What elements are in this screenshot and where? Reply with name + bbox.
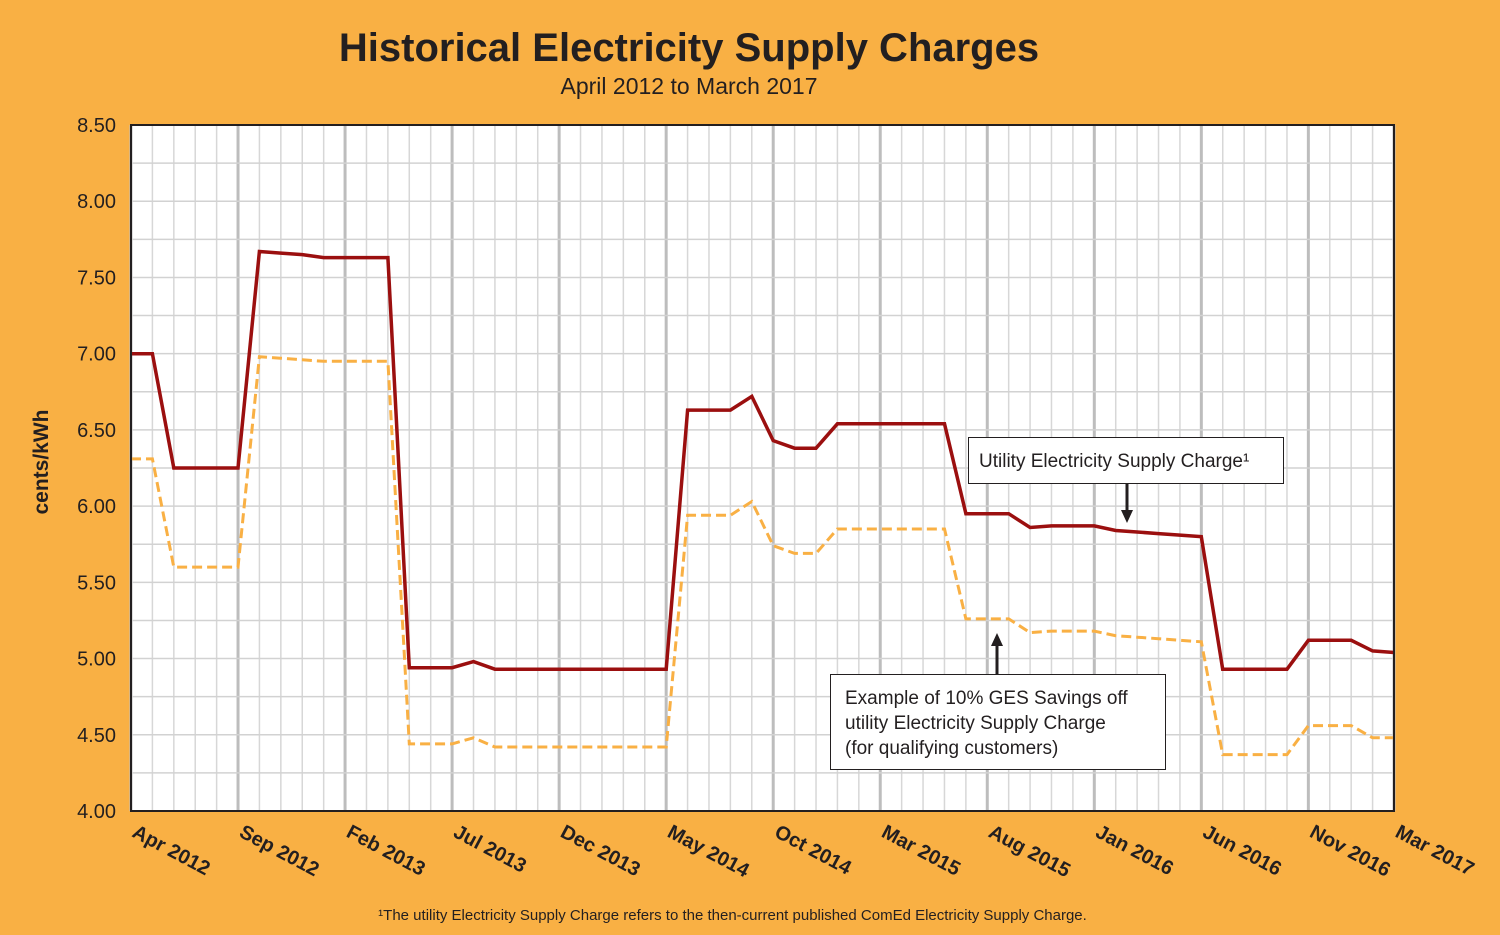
ges-callout-box: Example of 10% GES Savings off utility E… (830, 674, 1166, 770)
ges-series-line (131, 355, 1394, 757)
y-tick-label: 5.50 (77, 572, 116, 594)
utility-callout-box: Utility Electricity Supply Charge¹ (968, 437, 1284, 484)
y-tick-labels: 4.00 4.50 5.00 5.50 6.00 6.50 7.00 7.50 8.00 8.50 (77, 115, 116, 823)
utility-arrow-head (1121, 510, 1133, 523)
plot-border (130, 124, 1395, 812)
x-tick-label: Mar 2015 (878, 821, 964, 881)
x-tick-label: Dec 2013 (557, 821, 644, 881)
ges-callout-line2: utility Electricity Supply Charge (845, 713, 1106, 734)
x-tick-label: Sep 2012 (236, 821, 323, 881)
x-tick-label: Nov 2016 (1306, 821, 1394, 882)
series-lines (131, 249, 1395, 757)
x-tick-label: Oct 2014 (771, 821, 856, 880)
x-tick-labels: Apr 2012 Sep 2012 Feb 2013 Jul 2013 Dec 2013… (129, 821, 1478, 883)
chart-title: Historical Electricity Supply Charges (338, 26, 1040, 70)
x-tick-label: Aug 2015 (985, 821, 1074, 882)
chart-subtitle: April 2012 to March 2017 (560, 73, 818, 99)
x-tick-label: May 2014 (664, 821, 754, 883)
ges-callout-line3: (for qualifying customers) (845, 738, 1059, 759)
y-tick-label: 8.00 (77, 191, 116, 213)
x-tick-label: Jul 2013 (450, 821, 530, 877)
y-tick-label: 5.00 (77, 649, 116, 671)
utility-callout-text: Utility Electricity Supply Charge¹ (979, 451, 1250, 472)
y-tick-label: 7.00 (77, 344, 116, 366)
x-tick-label: Feb 2013 (343, 821, 429, 881)
callout-arrows (991, 484, 1133, 674)
ges-arrow-head (991, 633, 1003, 646)
y-tick-label: 4.50 (77, 725, 116, 747)
ges-callout-line1: Example of 10% GES Savings off (845, 688, 1128, 709)
x-tick-label: Jun 2016 (1199, 821, 1285, 881)
footnote: ¹The utility Electricity Supply Charge r… (378, 907, 1087, 924)
y-tick-label: 8.50 (77, 115, 116, 137)
x-tick-label: Apr 2012 (129, 821, 214, 880)
x-tick-label: Jan 2016 (1092, 821, 1177, 880)
y-tick-label: 4.00 (77, 801, 116, 823)
x-tick-label: Mar 2017 (1392, 821, 1478, 881)
y-tick-label: 6.00 (77, 496, 116, 518)
utility-series-line (131, 249, 1395, 671)
y-tick-label: 6.50 (77, 420, 116, 442)
y-tick-label: 7.50 (77, 267, 116, 289)
